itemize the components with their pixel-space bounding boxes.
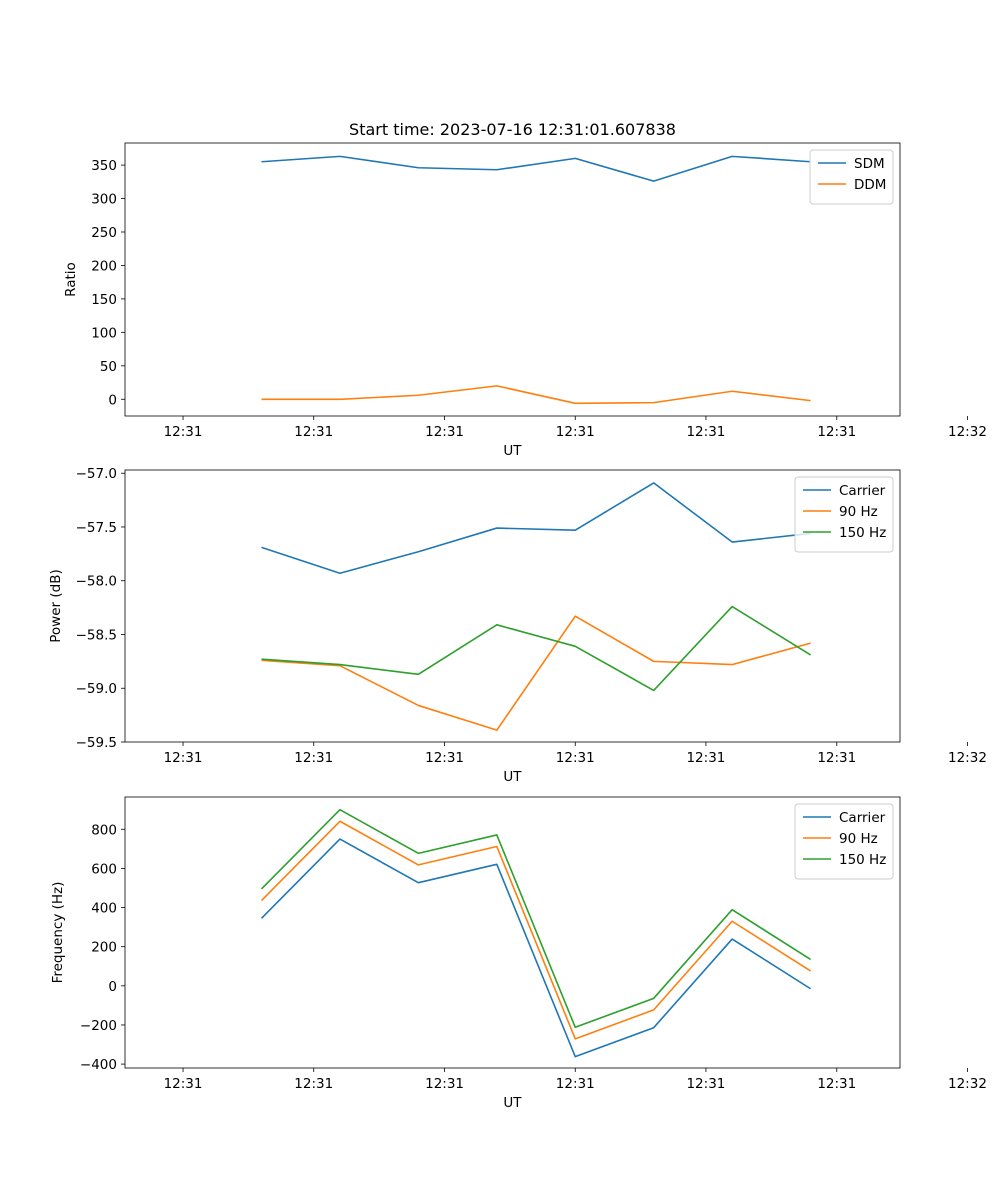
y-tick-label: −59.5 [76,735,117,751]
y-tick-label: 200 [91,940,117,956]
legend-label: Carrier [839,810,886,826]
x-tick-label: 12:31 [686,750,725,766]
y-tick-label: 200 [91,258,117,274]
x-tick-label: 12:32 [948,750,987,766]
legend-label: 90 Hz [839,504,878,520]
subplot-3: 12:31 12:31 12:31 12:31 12:31 12:31 12:32 −400 −… [50,796,987,1111]
x-tick-label: 12:31 [425,750,464,766]
legend-label: 150 Hz [839,852,886,868]
legend: Carrier 90 Hz 150 Hz [794,476,894,553]
series-line-150-hz [260,808,812,1029]
legend: Carrier 90 Hz 150 Hz [794,803,894,880]
x-tick-label: 12:31 [556,1076,595,1092]
x-tick-label: 12:31 [164,750,203,766]
y-tick-label: −200 [80,1018,117,1034]
x-tick-label: 12:32 [948,1076,987,1092]
x-axis-label: UT [503,443,522,459]
x-tick-label: 12:31 [164,424,203,440]
x-tick-label: 12:31 [817,750,856,766]
x-axis-label: UT [503,1095,522,1111]
legend: SDM DDM [809,149,894,205]
legend-box [794,476,894,553]
x-tick-label: 12:31 [817,1076,856,1092]
subplot-2: 12:31 12:31 12:31 12:31 12:31 12:31 12:32 −59.5… [48,466,987,785]
y-tick-label: 0 [108,392,117,408]
series-line-90-hz [261,615,811,731]
x-tick-label: 12:32 [948,424,987,440]
x-tick-label: 12:31 [686,1076,725,1092]
series-line-sdm [261,155,811,182]
x-tick-label: 12:31 [686,424,725,440]
series-line-ddm [261,385,811,405]
y-tick-label: −57.5 [76,520,117,536]
y-tick-label: 600 [91,861,117,877]
axes-frame [124,469,901,743]
legend-label: DDM [854,177,886,193]
series-line-90-hz [260,820,812,1040]
y-tick-label: −58.0 [76,574,117,590]
series-line-carrier [260,838,812,1058]
x-tick-label: 12:31 [556,750,595,766]
legend-label: 90 Hz [839,831,878,847]
series-line-150-hz [261,605,811,692]
chart-title: Start time: 2023-07-16 12:31:01.607838 [349,120,676,139]
x-tick-label: 12:31 [294,424,333,440]
y-tick-label: 100 [91,325,117,341]
y-tick-label: 50 [100,359,117,375]
axes-frame [124,796,901,1069]
legend-label: 150 Hz [839,525,886,541]
legend-label: SDM [854,156,885,172]
y-tick-label: −400 [80,1057,117,1073]
y-tick-label: −57.0 [76,466,117,482]
y-axis-label: Ratio [63,262,79,297]
legend-box [794,803,894,880]
x-tick-label: 12:31 [425,424,464,440]
y-axis-label: Frequency (Hz) [50,882,66,984]
axes-frame [124,142,901,417]
x-tick-label: 12:31 [294,750,333,766]
y-tick-label: 250 [91,225,117,241]
subplot-1: Start time: 2023-07-16 12:31:01.607838 12… [63,120,987,459]
x-tick-label: 12:31 [164,1076,203,1092]
y-tick-label: −59.0 [76,681,117,697]
y-tick-label: 0 [108,979,117,995]
x-tick-label: 12:31 [294,1076,333,1092]
y-tick-label: 300 [91,192,117,208]
x-tick-label: 12:31 [425,1076,464,1092]
y-tick-label: 150 [91,292,117,308]
x-tick-label: 12:31 [556,424,595,440]
legend-label: Carrier [839,483,886,499]
x-axis-label: UT [503,769,522,785]
y-tick-label: 800 [91,822,117,838]
y-tick-label: 350 [91,158,117,174]
y-tick-label: 400 [91,901,117,917]
x-tick-label: 12:31 [817,424,856,440]
y-tick-label: −58.5 [76,627,117,643]
series-line-carrier [261,482,811,575]
y-axis-label: Power (dB) [48,569,64,642]
